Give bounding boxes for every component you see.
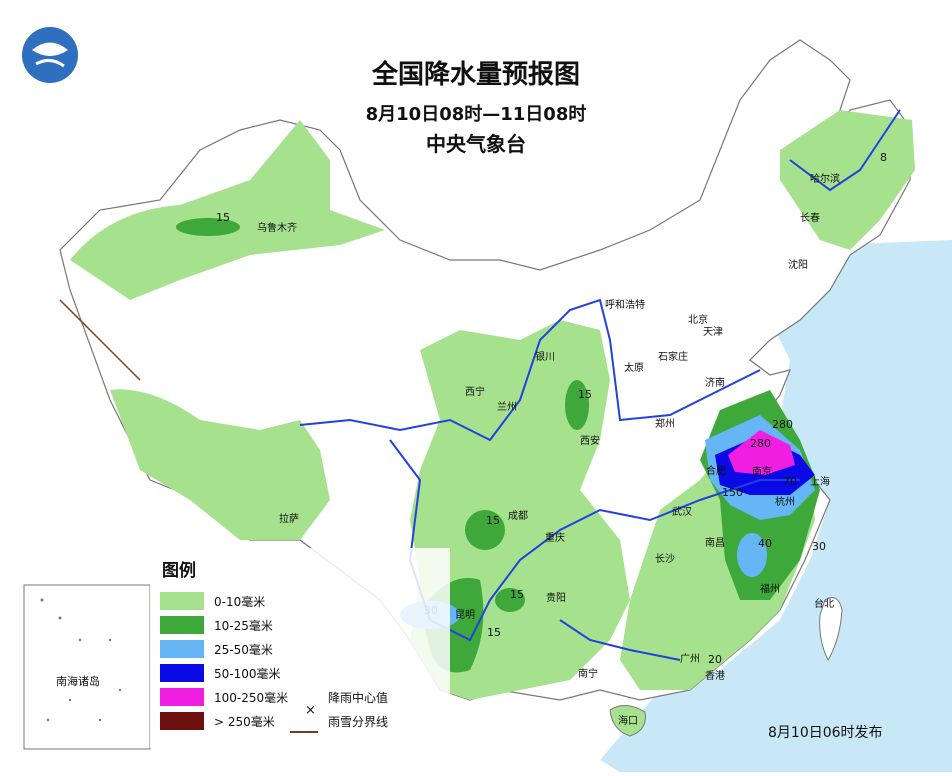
rain-center-value: 280	[750, 437, 771, 450]
city-label: 杭州	[775, 495, 795, 508]
city-label: 广州	[680, 653, 700, 665]
city-label: 长春	[800, 212, 820, 224]
rain-center-value: 20	[708, 653, 722, 666]
city-label: 贵阳	[546, 591, 566, 604]
city-label: 郑州	[655, 417, 675, 430]
sea-area	[600, 240, 952, 772]
agency-name: 中央气象台	[426, 132, 526, 156]
map-subtitle: 8月10日08时—11日08时	[365, 104, 587, 125]
rain-center-value: 30	[812, 540, 826, 553]
city-label: 兰州	[497, 400, 517, 413]
rain-center-value: 40	[758, 537, 772, 550]
map-title: 全国降水量预报图	[371, 60, 580, 90]
inset-label: 南海诸岛	[56, 674, 100, 688]
rain-center-value: 15	[216, 211, 230, 224]
city-label: 银川	[535, 350, 555, 363]
city-label: 石家庄	[658, 350, 688, 363]
legend-x-icon: ×	[305, 703, 316, 718]
city-label: 香港	[705, 670, 725, 682]
city-label: 南宁	[578, 667, 598, 680]
rain-center-value: 15	[487, 626, 501, 639]
city-label: 沈阳	[788, 258, 808, 271]
city-label: 哈尔滨	[810, 172, 840, 185]
rain-center-value: 150	[722, 486, 743, 499]
rain-center-value: 15	[510, 588, 524, 601]
city-label: 合肥	[706, 464, 726, 477]
rain-center-value: 15	[486, 514, 500, 527]
city-label: 西宁	[465, 385, 485, 398]
legend-title: 图例	[162, 561, 196, 581]
cma-logo-icon	[22, 27, 78, 83]
city-label: 南昌	[705, 536, 725, 549]
rain-center-value: 280	[772, 418, 793, 431]
city-label: 上海	[810, 475, 830, 488]
city-label: 福州	[760, 582, 780, 595]
city-label: 南京	[752, 465, 772, 478]
city-label: 海口	[618, 714, 638, 727]
release-time: 8月10日06时发布	[768, 725, 883, 741]
city-label: 成都	[508, 510, 528, 522]
city-label: 昆明	[455, 609, 475, 621]
city-label: 济南	[705, 376, 725, 389]
inset-islands	[40, 598, 122, 722]
rain-center-value: 70	[783, 475, 797, 488]
city-label: 台北	[814, 597, 834, 610]
city-label: 长沙	[655, 553, 675, 565]
city-label: 武汉	[672, 505, 692, 518]
rain-100-250	[728, 430, 795, 475]
city-label: 重庆	[545, 531, 565, 544]
rain-centers: 15 8 15 280 280 150 70 15 40 30 30 15 15…	[216, 151, 887, 666]
hainan	[609, 705, 646, 737]
rain-center-value: 8	[880, 151, 887, 164]
city-label: 西安	[580, 434, 600, 447]
south-china-sea-inset	[23, 584, 151, 750]
city-label: 太原	[624, 361, 644, 374]
taiwan	[819, 597, 843, 662]
rain-center-value: 15	[578, 388, 592, 401]
city-label: 天津	[703, 326, 723, 338]
city-label: 乌鲁木齐	[257, 221, 297, 234]
city-labels: 乌鲁木齐 哈尔滨 长春 沈阳 呼和浩特 北京 天津 石家庄 太原 济南 银川 西…	[257, 172, 840, 727]
rain-snow-boundary	[59, 299, 141, 381]
city-label: 北京	[688, 313, 708, 326]
city-label: 呼和浩特	[605, 299, 645, 311]
city-label: 拉萨	[279, 512, 299, 525]
